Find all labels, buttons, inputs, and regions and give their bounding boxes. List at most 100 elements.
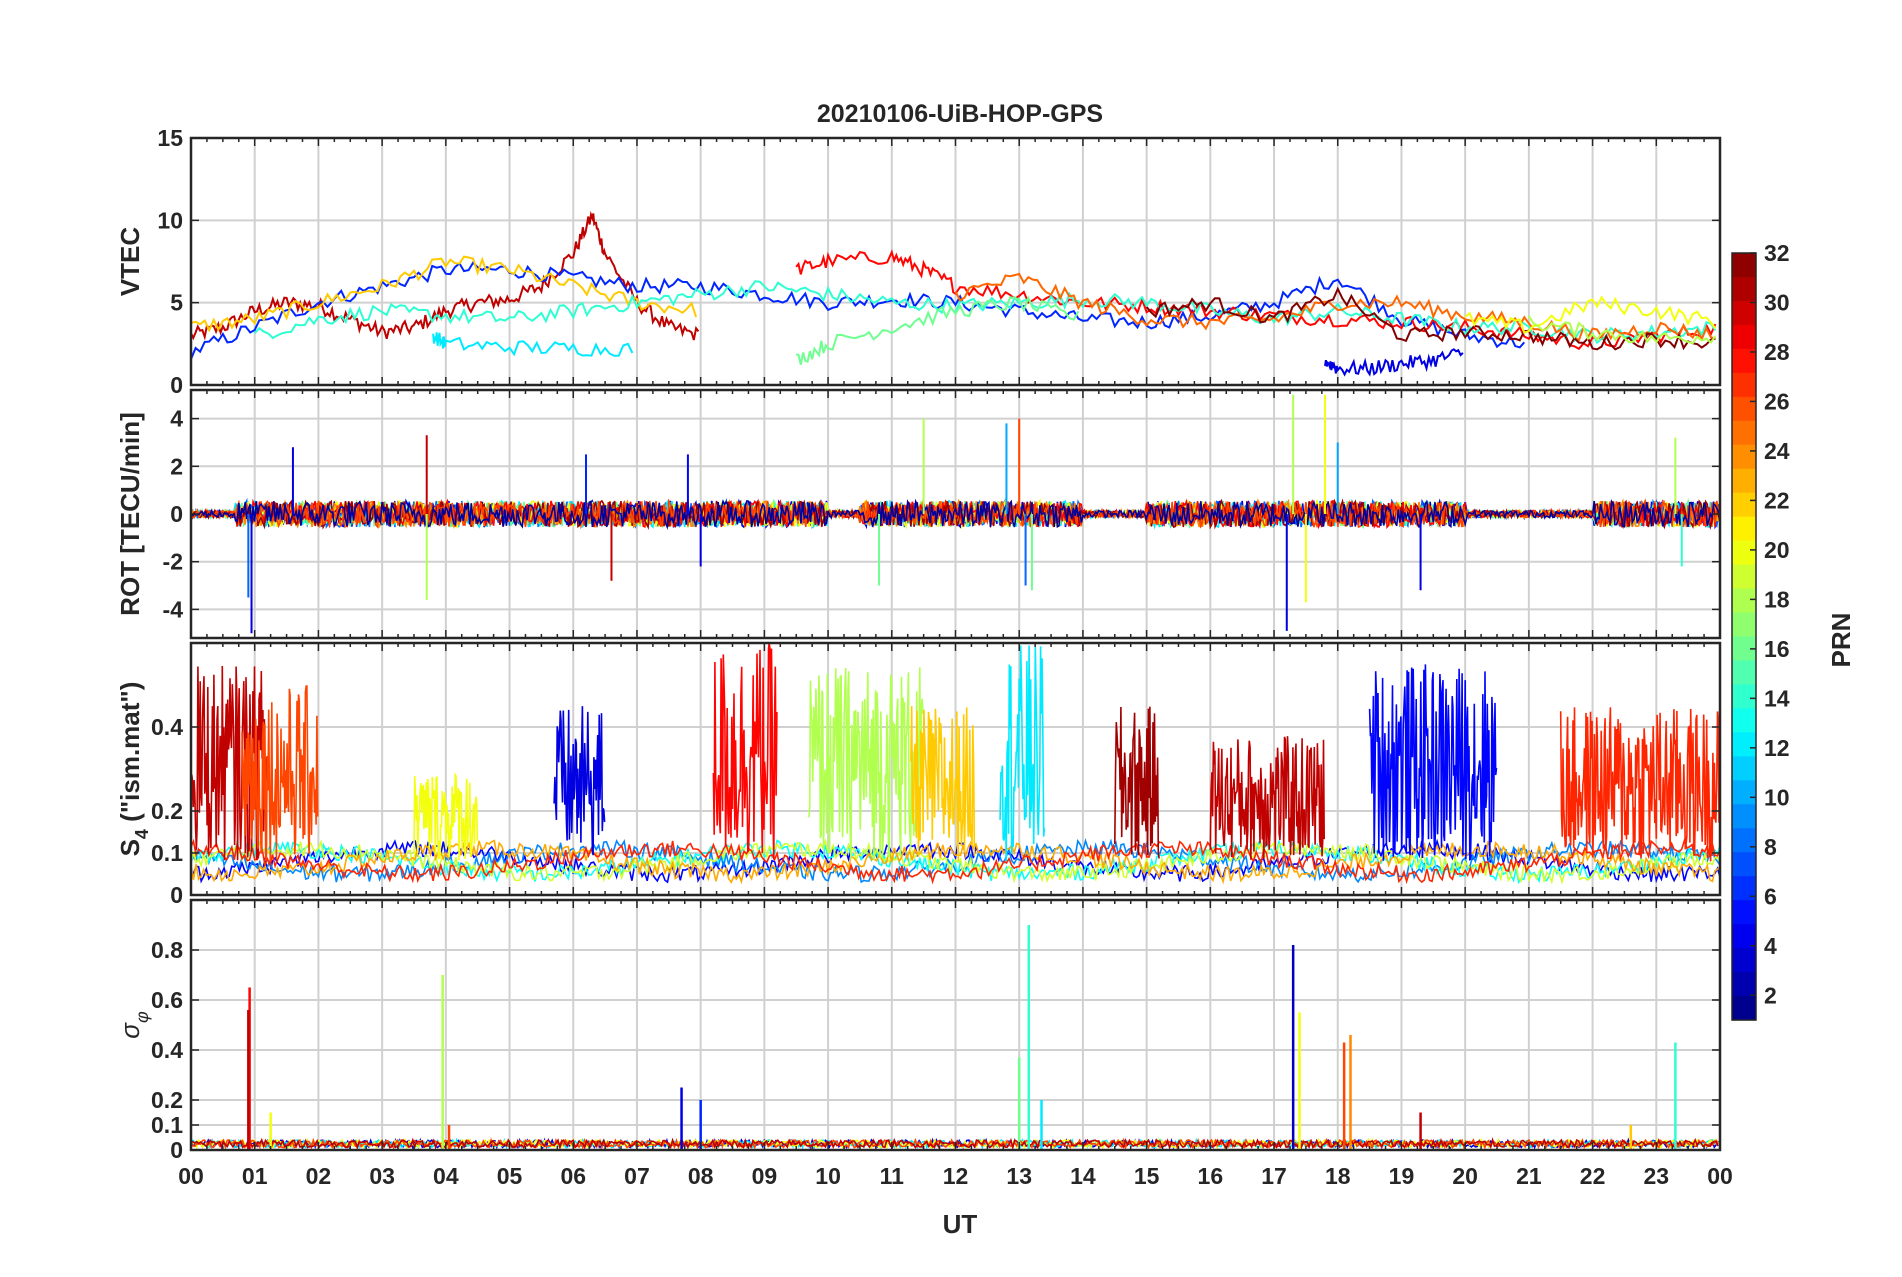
colorbar-tick-label: 8 [1764,834,1777,860]
x-tick-label: 10 [815,1163,841,1189]
x-tick-label: 15 [1134,1163,1160,1189]
y-axis-label: S4 ("ism.mat") [115,682,152,857]
colorbar-segment [1732,852,1756,877]
panel-rot: -4 -2 0 2 4 ROT [TECU/min] [115,388,1722,640]
y-tick-label: 0.2 [151,1087,183,1113]
colorbar-segment [1732,708,1756,733]
y-tick-label: 0.1 [151,1112,183,1138]
chart-title: 20210106-UiB-HOP-GPS [817,100,1103,128]
colorbar-segment [1732,756,1756,781]
x-tick-label: 06 [560,1163,586,1189]
x-tick-label: 21 [1516,1163,1542,1189]
x-tick-label: 17 [1261,1163,1287,1189]
s4-burst-prn-5 [1368,664,1498,861]
colorbar-tick-label: 2 [1764,982,1777,1008]
colorbar-segment [1732,468,1756,494]
y-tick-label: 0.1 [151,840,183,866]
colorbar-segment [1732,348,1756,374]
colorbar-segment [1732,996,1756,1021]
colorbar-tick-label: 32 [1764,240,1790,266]
colorbar-segment [1732,612,1756,638]
colorbar-tick-label: 30 [1764,289,1790,315]
x-tick-label: 18 [1325,1163,1351,1189]
x-axis-label: UT [943,1209,978,1239]
colorbar-segment [1732,948,1756,973]
y-tick-label: 0 [170,1137,183,1163]
colorbar-segment [1732,300,1756,326]
colorbar-segment [1732,492,1756,518]
colorbar-segment [1732,972,1756,997]
colorbar-tick-label: 6 [1764,883,1777,909]
grid-lines [191,900,1720,1150]
plot-area [191,210,1717,377]
x-tick-label: 03 [369,1163,395,1189]
y-axis-label: ROT [TECU/min] [115,412,145,616]
s4-burst-prn-4 [553,706,606,856]
series-line-prn-16 [795,295,1080,365]
s4-burst-prn-26 [241,685,319,862]
x-tick-label: 23 [1643,1163,1669,1189]
x-tick-label: 12 [943,1163,969,1189]
y-tick-label: 0.2 [151,798,183,824]
s4-burst-prn-30 [191,665,268,861]
rot-series-prn-26 [191,498,1720,529]
colorbar-segment [1732,588,1756,614]
x-tick-label: 00 [178,1163,204,1189]
colorbar-segment [1732,276,1756,302]
y-tick-label: 0.4 [151,714,183,740]
x-tick-label: 09 [752,1163,778,1189]
x-tick-label: 05 [497,1163,523,1189]
x-tick-label: 00 [1707,1163,1733,1189]
colorbar-segment [1732,804,1756,829]
x-tick-label: 02 [306,1163,332,1189]
x-tick-label: 04 [433,1163,459,1189]
colorbar-segment [1732,780,1756,805]
colorbar-segment [1732,444,1756,470]
y-tick-label: 0.8 [151,937,183,963]
y-tick-label: 0 [170,501,183,527]
y-tick-label: 10 [157,207,183,233]
colorbar-segment [1732,372,1756,398]
colorbar-segment [1732,396,1756,422]
y-tick-label: -2 [163,549,183,575]
y-tick-label: -4 [163,596,184,622]
colorbar-segment [1732,684,1756,710]
colorbar-segment [1732,876,1756,901]
colorbar-segment [1732,660,1756,686]
y-tick-label: 0 [170,372,183,398]
rot-series-prn-2 [191,498,1720,531]
series-line-prn-22 [191,255,698,333]
colorbar-tick-label: 22 [1764,487,1790,513]
panel-s4: 00.10.20.4S4 ("ism.mat") [115,641,1722,908]
y-tick-label: 0.4 [151,1037,183,1063]
colorbar-tick-label: 28 [1764,339,1790,365]
colorbar-segment [1732,828,1756,853]
colorbar-frame [1731,252,1757,1021]
colorbar-segment [1732,732,1756,757]
y-tick-label: 5 [170,290,183,316]
x-tick-label: 07 [624,1163,650,1189]
y-label-sub: 4 [132,829,152,839]
y-tick-label: 2 [170,453,183,479]
colorbar-segment [1732,564,1756,590]
x-tick-label: 14 [1070,1163,1096,1189]
series-line-prn-20 [1464,295,1717,334]
plot-area [191,643,1720,885]
s4-burst-prn-30 [1209,736,1325,860]
plot-area [191,925,1719,1150]
y-label-main: S [115,839,145,856]
colorbar-tick-label: 12 [1764,735,1790,761]
s4-burst-prn-22 [910,706,976,861]
s4-burst-prn-18 [808,667,924,860]
colorbar-segment [1732,540,1756,566]
s4-burst-prn-20 [413,772,479,860]
x-tick-label: 19 [1389,1163,1415,1189]
x-tick-label: 20 [1452,1163,1478,1189]
colorbar-segment [1732,900,1756,925]
colorbar-tick-label: 10 [1764,784,1790,810]
panel-sigma: 00.10.2 0.4 0.6 0.8 σφ [115,898,1722,1163]
colorbar-tick-label: 4 [1764,933,1777,959]
